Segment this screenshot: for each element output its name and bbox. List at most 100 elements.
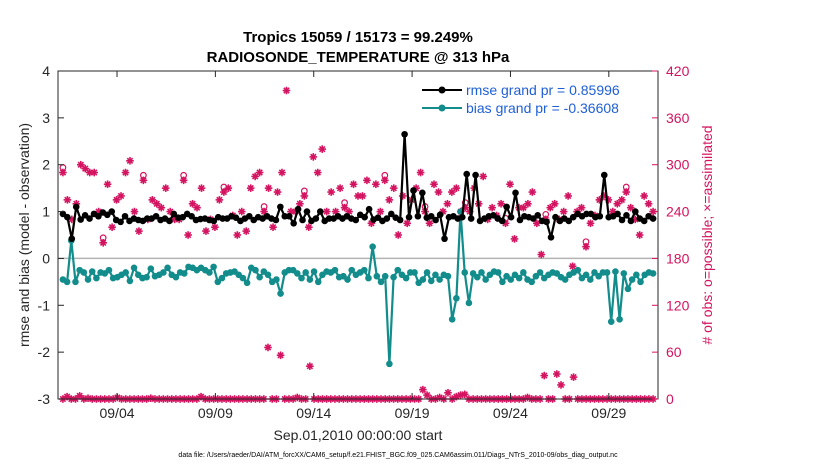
obs-assimilated-marker-stroke-3	[453, 184, 460, 192]
obs-assimilated-marker-stroke-3	[149, 196, 156, 204]
obs-assimilated-marker	[546, 203, 555, 212]
bias-point	[126, 277, 134, 285]
obs-low-marker-stroke-3	[419, 386, 427, 393]
obs-assimilated-marker	[425, 219, 434, 228]
bias-point	[386, 360, 393, 368]
obs-low-marker-stroke-3	[264, 344, 272, 351]
bias-point	[218, 274, 226, 282]
bias-point	[528, 278, 536, 286]
obs-assimilated-marker-stroke-3	[359, 192, 366, 200]
obs-low-marker	[419, 385, 427, 394]
rmse-point	[405, 213, 413, 221]
bias-point	[482, 276, 489, 283]
rmse-point	[463, 170, 471, 178]
obs-assimilated-marker-stroke-3	[395, 231, 402, 239]
bias-point	[381, 272, 389, 280]
obs-low-marker-stroke-3	[444, 389, 452, 396]
bias-point	[93, 274, 100, 282]
rmse-point	[401, 130, 408, 138]
obs-assimilated-marker-stroke-3	[587, 220, 594, 227]
obs-assimilated-marker-stroke-3	[319, 145, 326, 153]
bias-point	[264, 271, 272, 279]
obs-assimilated-marker	[635, 231, 644, 239]
obs-assimilated-marker	[103, 180, 112, 189]
obs-assimilated-marker	[398, 192, 407, 200]
obs-assimilated-marker	[273, 188, 282, 196]
bias-point	[88, 268, 96, 275]
obs-assimilated-marker-stroke-3	[578, 204, 585, 211]
obs-assimilated-marker	[322, 207, 331, 216]
obs-assimilated-marker	[224, 184, 233, 192]
obs-assimilated-marker-stroke-3	[64, 196, 71, 204]
rmse-point	[210, 217, 218, 225]
obs-assimilated-marker	[497, 199, 505, 208]
rmse-point	[72, 203, 80, 211]
x-tick-label: 09/24	[493, 405, 528, 421]
bias-point	[369, 243, 376, 251]
obs-assimilated-marker-stroke-3	[140, 177, 147, 184]
obs-assimilated-marker-stroke-3	[497, 200, 505, 207]
y-right-tick-label: 0	[666, 391, 674, 407]
obs-assimilated-marker-stroke-3	[202, 227, 210, 235]
obs-assimilated-marker-stroke-3	[90, 169, 98, 176]
bias-point	[432, 271, 439, 279]
obs-assimilated-marker-stroke-3	[260, 208, 268, 215]
obs-assimilated-marker	[264, 184, 273, 192]
obs-assimilated-marker-stroke-3	[609, 208, 617, 215]
obs-low-marker	[460, 390, 469, 399]
obs-low-marker-stroke-3	[461, 391, 468, 398]
obs-assimilated-marker-stroke-3	[265, 184, 272, 192]
obs-assimilated-marker-stroke-3	[314, 169, 321, 176]
obs-assimilated-marker	[135, 227, 143, 235]
obs-assimilated-marker	[372, 180, 380, 189]
obs-assimilated-marker	[237, 207, 246, 216]
bias-point	[582, 271, 590, 279]
obs-assimilated-marker-stroke-3	[479, 173, 487, 180]
obs-assimilated-marker	[300, 192, 309, 200]
obs-assimilated-marker-stroke-3	[488, 204, 496, 211]
rmse-point	[632, 208, 639, 215]
obs-assimilated-marker-stroke-3	[180, 177, 187, 184]
obs-assimilated-marker	[309, 153, 318, 161]
obs-assimilated-marker	[640, 192, 648, 200]
y-right-tick-label: 60	[666, 344, 682, 360]
bias-point	[473, 273, 481, 281]
bias-point	[160, 269, 167, 276]
rmse-point	[312, 215, 320, 222]
obs-assimilated-marker-stroke-3	[381, 177, 389, 184]
bias-point	[314, 278, 322, 286]
bias-point	[633, 271, 640, 279]
obs-assimilated-marker	[349, 180, 358, 189]
bias-point	[84, 276, 92, 283]
bias-point	[373, 272, 381, 280]
rmse-point	[86, 215, 93, 222]
x-axis-label: Sep.01,2010 00:00:00 start	[274, 427, 443, 443]
obs-assimilated-marker	[568, 262, 577, 271]
obs-assimilated-marker-stroke-3	[225, 184, 232, 192]
rmse-point	[640, 217, 648, 225]
obs-low-marker	[569, 373, 578, 381]
rmse-point	[618, 216, 626, 224]
axes-frame	[57, 70, 659, 400]
obs-assimilated-marker-stroke-3	[529, 188, 536, 196]
y-left-axis-ticks: 4 3 2 1 0 -1 -2 -3	[38, 63, 64, 407]
bias-point	[620, 270, 628, 277]
y-left-axis-label: rmse and bias (model - observation)	[16, 123, 32, 347]
obs-assimilated-marker	[242, 227, 251, 235]
obs-low-marker	[264, 343, 272, 352]
bias-point	[507, 276, 515, 283]
rmse-point	[303, 208, 311, 215]
bias-point	[402, 274, 410, 282]
bias-point	[105, 266, 113, 274]
rmse-point	[365, 205, 373, 213]
x-tick-label: 09/04	[99, 405, 134, 421]
rmse-point	[596, 212, 604, 220]
obs-assimilated-marker	[434, 188, 443, 196]
obs-assimilated-marker	[233, 231, 242, 239]
obs-assimilated-marker-stroke-3	[59, 169, 67, 176]
y-right-axis-ticks: 420 360 300 240 180 120 60 0	[652, 63, 690, 407]
bias-point	[360, 266, 368, 274]
obs-assimilated-marker	[117, 192, 125, 200]
obs-assimilated-marker-stroke-3	[377, 208, 384, 215]
bias-point	[419, 276, 427, 283]
